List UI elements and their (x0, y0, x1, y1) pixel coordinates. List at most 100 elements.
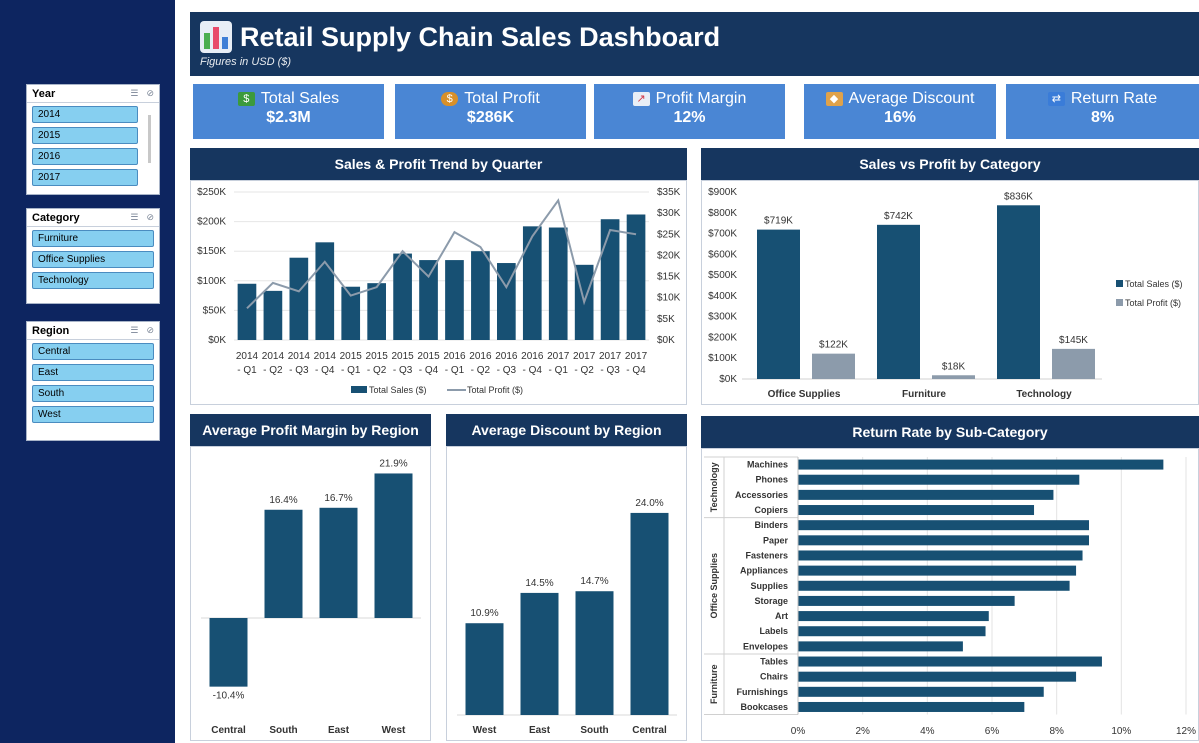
x-tick-label: - Q2 (367, 365, 387, 376)
return-bar (798, 626, 986, 637)
chart-title: Sales vs Profit by Category (701, 148, 1199, 180)
category-label: Furnishings (737, 687, 789, 697)
category-label: Labels (759, 626, 788, 636)
x-tick-label: South (269, 725, 297, 736)
slicer-item-region[interactable]: South (32, 385, 154, 402)
clear-filter-icon[interactable]: ⊘ (146, 325, 154, 335)
slicer-item-region[interactable]: Central (32, 343, 154, 360)
kpi-value: $2.3M (266, 109, 311, 126)
x-tick-label: - Q4 (523, 365, 543, 376)
margin-chart-svg: -10.4% Central 16.4% South 16.7% East 21.9% Wes… (201, 458, 421, 736)
return-bar (798, 474, 1080, 485)
money-bag-icon: $ (441, 92, 459, 106)
chart-title: Average Profit Margin by Region (190, 414, 431, 446)
x-tick-label: - Q2 (263, 365, 283, 376)
return-bar (798, 489, 1054, 500)
money-icon: $ (237, 92, 255, 106)
sales-bar (497, 263, 516, 340)
sales-bar (341, 286, 361, 340)
data-label: $742K (884, 211, 913, 222)
data-label: 14.7% (580, 576, 608, 587)
y2-tick-label: $20K (657, 250, 681, 261)
x-tick-label: 2017 (547, 351, 570, 362)
slicer-item-category[interactable]: Office Supplies (32, 251, 154, 268)
sales-bar (289, 257, 309, 340)
x-tick-label: 2015 (366, 351, 389, 362)
data-label: 10.9% (470, 608, 498, 619)
kpi-profit-margin: ↗ Profit Margin 12% (594, 84, 785, 139)
sales-bar (548, 227, 568, 340)
slicer-title: Year (32, 87, 56, 100)
legend-swatch-sales (351, 386, 367, 393)
x-tick-label: Central (211, 725, 246, 736)
clear-filter-icon[interactable]: ⊘ (146, 212, 154, 222)
x-tick-label: - Q3 (600, 365, 620, 376)
clear-filter-icon[interactable]: ⊘ (146, 88, 154, 98)
multi-select-icon[interactable]: ☰ (130, 325, 139, 335)
return-bar (798, 505, 1035, 516)
repeat-icon: ⇄ (1047, 92, 1065, 106)
year-slicer: Year ☰ ⊘ 2014 2015 2016 2017 (26, 84, 160, 195)
return-bar (798, 701, 1025, 712)
slicer-item-category[interactable]: Furniture (32, 230, 154, 247)
sales-bar (263, 290, 283, 340)
x-tick-label: - Q4 (419, 365, 439, 376)
x-tick-label: - Q3 (289, 365, 309, 376)
kpi-value: 8% (1090, 109, 1115, 126)
profit-margin-region-chart: -10.4% Central 16.4% South 16.7% East 21.9% Wes… (190, 446, 431, 741)
category-label: Binders (754, 520, 788, 530)
chart-title: Sales & Profit Trend by Quarter (190, 148, 687, 180)
profit-bar (812, 353, 855, 379)
dashboard-header: Retail Supply Chain Sales Dashboard Figu… (190, 12, 1199, 76)
slicer-item-region[interactable]: West (32, 406, 154, 423)
slicer-title: Region (32, 324, 70, 337)
legend-swatch-profit (1116, 299, 1123, 306)
x-tick-label: - Q3 (393, 365, 413, 376)
x-tick-label: - Q1 (445, 365, 465, 376)
slicer-item-year[interactable]: 2017 (32, 169, 138, 186)
return-rate-chart: 0% 2% 4% 6% 8% 10% 12% Machines Phones Accessorie… (701, 448, 1199, 741)
return-bar (798, 459, 1164, 470)
kpi-value: 12% (673, 109, 706, 126)
group-label: Technology (709, 462, 719, 512)
sales-bar (471, 251, 490, 340)
discount-chart-svg: 10.9% West 14.5% East 14.7% South 24.0% Central (457, 498, 677, 736)
data-label: $719K (764, 216, 793, 227)
sales-bar (626, 214, 646, 340)
x-tick-label: 12% (1176, 726, 1196, 737)
group-label: Furniture (709, 665, 719, 705)
slicer-item-year[interactable]: 2015 (32, 127, 138, 144)
x-tick-label: 8% (1049, 726, 1064, 737)
slicer-item-year[interactable]: 2014 (32, 106, 138, 123)
multi-select-icon[interactable]: ☰ (130, 88, 139, 98)
tag-icon: ◆ (825, 92, 843, 106)
x-tick-label: Central (632, 725, 667, 736)
slicer-item-category[interactable]: Technology (32, 272, 154, 289)
region-slicer: Region ☰ ⊘ Central East South West (26, 321, 160, 441)
group-label: Office Supplies (709, 553, 719, 619)
category-label: Fasteners (745, 550, 788, 560)
return-bar (798, 671, 1077, 682)
legend-label: Total Profit ($) (1125, 298, 1181, 308)
category-label: Art (775, 611, 788, 621)
data-label: $145K (1059, 335, 1088, 346)
region-bar (465, 623, 504, 715)
kpi-label: Average Discount (848, 90, 975, 107)
y-tick-label: $500K (708, 270, 737, 281)
profit-line (246, 198, 637, 310)
kpi-label: Total Profit (464, 90, 540, 107)
region-bar (575, 591, 614, 715)
sales-bar (522, 226, 542, 340)
category-label: Machines (747, 460, 788, 470)
multi-select-icon[interactable]: ☰ (130, 212, 139, 222)
return-bar (798, 580, 1070, 591)
slicer-item-region[interactable]: East (32, 364, 154, 381)
scrollbar[interactable] (148, 115, 151, 163)
y2-tick-label: $30K (657, 208, 681, 219)
y-tick-label: $50K (203, 305, 227, 316)
legend-label: Total Profit ($) (467, 385, 523, 395)
slicer-item-year[interactable]: 2016 (32, 148, 138, 165)
profit-bar (1052, 348, 1095, 379)
x-tick-label: 4% (920, 726, 935, 737)
y-tick-label: $0K (208, 335, 226, 346)
